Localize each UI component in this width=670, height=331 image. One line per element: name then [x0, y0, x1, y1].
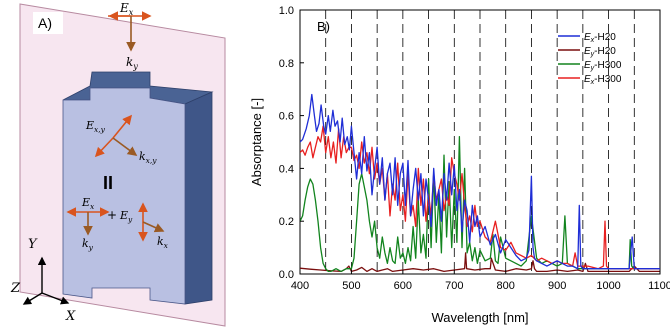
mid-k-arrow: [112, 137, 138, 156]
y-tick-label: 1.0: [279, 5, 294, 17]
bot-kx-arrow: [142, 221, 165, 233]
parallel-symbol: II: [103, 173, 113, 193]
dashed-reference-lines: [300, 10, 635, 274]
x-tick-label: 500: [342, 280, 360, 292]
z-axis-label: Z: [10, 281, 21, 296]
legend-entry-ey-h300: Ey-H300: [584, 60, 622, 72]
x-tick-label: 800: [497, 280, 515, 292]
mid-k-label: kx,y: [139, 150, 157, 165]
y-axis-title: Absorptance [-]: [249, 98, 264, 186]
mid-e-label: Ex,y: [85, 119, 106, 134]
series-line-ey-h20: [300, 252, 660, 273]
mid-e-arrow-up: [112, 114, 133, 139]
slab-front-face: [62, 87, 186, 305]
y-tick-label: 0.8: [279, 58, 294, 70]
plus-sign: +: [107, 208, 117, 222]
x-axis-title: Wavelength [nm]: [431, 310, 528, 325]
x-axis-arrow: [41, 292, 70, 305]
z-axis-arrow: [22, 292, 43, 305]
y-axis-label: Y: [28, 237, 38, 252]
x-tick-label: 400: [291, 280, 309, 292]
axis-ticks: 400 500 600 700 800 900 1000 1100 0.0 0.2 0.4 0.6 0.…: [279, 5, 670, 292]
legend: Ex-H20 Ey-H20 Ey-H300 Ex-H300: [558, 32, 622, 86]
x-tick-label: 1000: [596, 280, 620, 292]
x-axis-label: X: [65, 309, 76, 324]
bot-ky-label: ky: [82, 237, 94, 252]
bot-ey-label: Ey: [119, 209, 133, 224]
legend-entry-ex-h300: Ex-H300: [584, 74, 622, 86]
x-tick-label: 700: [445, 280, 463, 292]
panel-a-label-box: [33, 12, 63, 34]
slab-side-face: [184, 91, 213, 305]
x-tick-label: 1100: [648, 280, 670, 292]
legend-entry-ey-h20: Ey-H20: [584, 46, 616, 58]
panel-a-label: A): [38, 15, 52, 31]
panel-a: A) Ex ky Ex,y kx,y II Ex ky + Ey kx: [10, 1, 226, 327]
y-tick-label: 0.2: [279, 216, 294, 228]
y-tick-label: 0.0: [279, 269, 294, 281]
series-line-ey-h300: [300, 136, 660, 273]
top-e-label: Ex: [119, 1, 134, 17]
panel-b-label: B): [317, 19, 330, 34]
bot-kx-label: kx: [157, 235, 169, 250]
top-k-label: ky: [126, 55, 138, 71]
y-tick-label: 0.4: [279, 163, 294, 175]
x-tick-label: 900: [548, 280, 566, 292]
series-line-ex-h20: [300, 93, 660, 270]
x-tick-label: 600: [394, 280, 412, 292]
mid-e-arrow-down: [94, 137, 114, 158]
panel-b: 400 500 600 700 800 900 1000 1100 0.0 0.2 0.4 0.6 0.…: [249, 5, 670, 325]
bot-ex-label: Ex: [81, 196, 95, 211]
series-group: [300, 93, 660, 273]
y-tick-label: 0.6: [279, 111, 294, 123]
legend-entry-ex-h20: Ex-H20: [584, 32, 616, 44]
